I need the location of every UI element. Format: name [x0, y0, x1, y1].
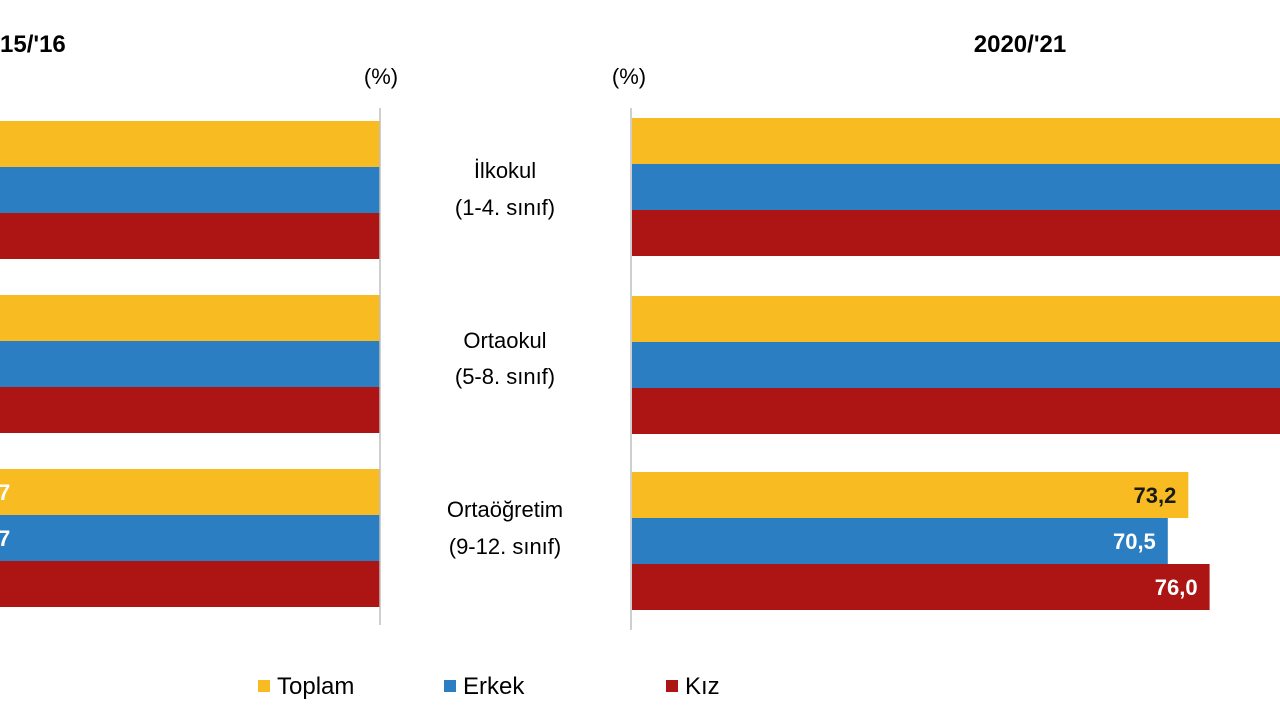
left-value-label-ortaogretim-erkek: 7	[0, 526, 10, 551]
left-panel-bars: 77	[0, 121, 380, 607]
category-label-ortaogretim: Ortaöğretim	[447, 497, 563, 522]
right-value-label-ortaogretim-erkek: 70,5	[1113, 529, 1156, 554]
category-sublabel-ilkokul: (1-4. sınıf)	[455, 195, 555, 220]
left-bar-ilkokul-erkek	[0, 167, 380, 213]
right-bar-ilkokul-erkek	[632, 164, 1280, 210]
legend-label-erkek: Erkek	[463, 673, 525, 700]
right-bar-ortaokul-toplam	[632, 296, 1280, 342]
category-label-ilkokul: İlkokul	[474, 158, 536, 183]
left-bar-ortaogretim-erkek	[0, 515, 380, 561]
category-sublabel-ortaokul: (5-8. sınıf)	[455, 364, 555, 389]
left-bar-ortaogretim-kiz	[0, 561, 380, 607]
right-bar-ortaokul-erkek	[632, 342, 1280, 388]
left-bar-ortaokul-erkek	[0, 341, 380, 387]
legend-swatch-toplam	[258, 680, 270, 692]
right-value-label-ortaogretim-kiz: 76,0	[1155, 575, 1198, 600]
legend-swatch-kiz	[666, 680, 678, 692]
right-bar-ilkokul-kiz	[632, 210, 1280, 256]
right-bar-ortaogretim-kiz	[632, 564, 1210, 610]
legend: Toplam Erkek Kız	[258, 673, 720, 700]
left-bar-ortaokul-toplam	[0, 295, 380, 341]
category-labels: İlkokul (1-4. sınıf) Ortaokul (5-8. sını…	[447, 158, 563, 559]
legend-label-kiz: Kız	[685, 673, 720, 700]
category-label-ortaokul: Ortaokul	[463, 328, 546, 353]
category-sublabel-ortaogretim: (9-12. sınıf)	[449, 534, 561, 559]
left-panel-title: 15/'16	[0, 31, 66, 58]
right-bar-ortaokul-kiz	[632, 388, 1280, 434]
right-bar-ortaogretim-toplam	[632, 472, 1189, 518]
left-value-label-ortaogretim-toplam: 7	[0, 480, 10, 505]
right-bar-ilkokul-toplam	[632, 118, 1280, 164]
left-bar-ortaogretim-toplam	[0, 469, 380, 515]
right-value-label-ortaogretim-toplam: 73,2	[1133, 483, 1176, 508]
legend-label-toplam: Toplam	[277, 673, 354, 700]
right-panel-title: 2020/'21	[974, 31, 1066, 58]
legend-swatch-erkek	[444, 680, 456, 692]
right-unit-label: (%)	[612, 64, 646, 89]
right-bar-ortaogretim-erkek	[632, 518, 1168, 564]
left-bar-ilkokul-toplam	[0, 121, 380, 167]
left-unit-label: (%)	[364, 64, 398, 89]
left-bar-ortaokul-kiz	[0, 387, 380, 433]
right-panel-bars: 73,2 70,5 76,0	[632, 118, 1280, 610]
left-bar-ilkokul-kiz	[0, 213, 380, 259]
